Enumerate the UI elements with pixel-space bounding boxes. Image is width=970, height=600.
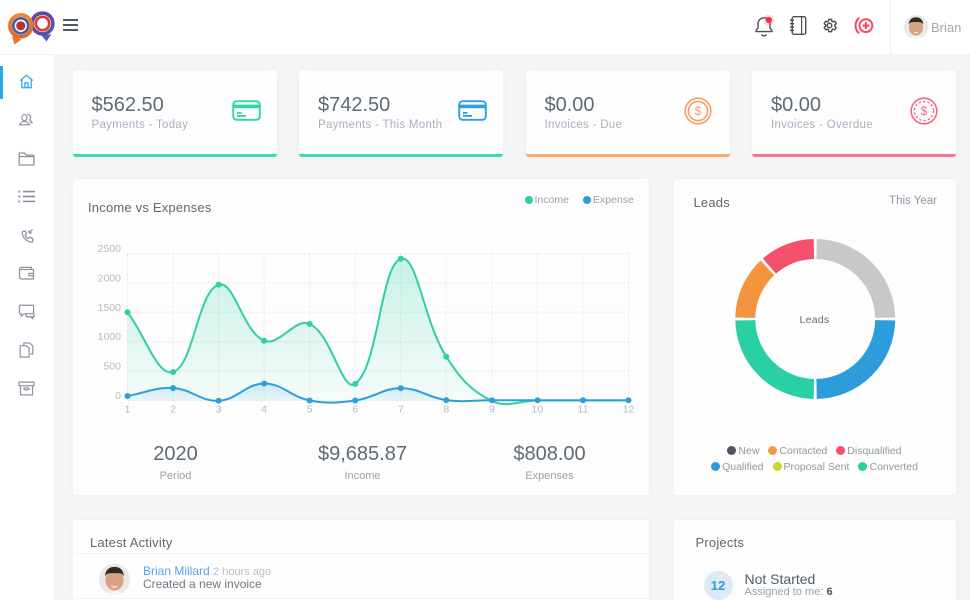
svg-text:11: 11 [577, 403, 588, 415]
svg-text:500: 500 [103, 360, 121, 372]
svg-text:1500: 1500 [97, 301, 121, 313]
svg-text:3: 3 [215, 403, 221, 415]
svg-text:1: 1 [124, 403, 130, 415]
svg-text:10: 10 [531, 403, 543, 415]
svg-text:2000: 2000 [97, 272, 121, 284]
svg-text:6: 6 [352, 403, 358, 415]
svg-text:8: 8 [443, 403, 449, 415]
svg-text:7: 7 [397, 403, 403, 415]
svg-text:12: 12 [622, 403, 634, 415]
svg-text:$: $ [921, 106, 928, 118]
svg-text:4: 4 [261, 403, 267, 415]
svg-text:$: $ [694, 106, 701, 118]
svg-text:9: 9 [488, 403, 494, 415]
svg-text:2: 2 [170, 403, 176, 415]
svg-text:0: 0 [115, 390, 121, 402]
svg-text:2500: 2500 [97, 243, 121, 255]
svg-text:1000: 1000 [97, 331, 121, 343]
svg-text:5: 5 [306, 403, 312, 415]
